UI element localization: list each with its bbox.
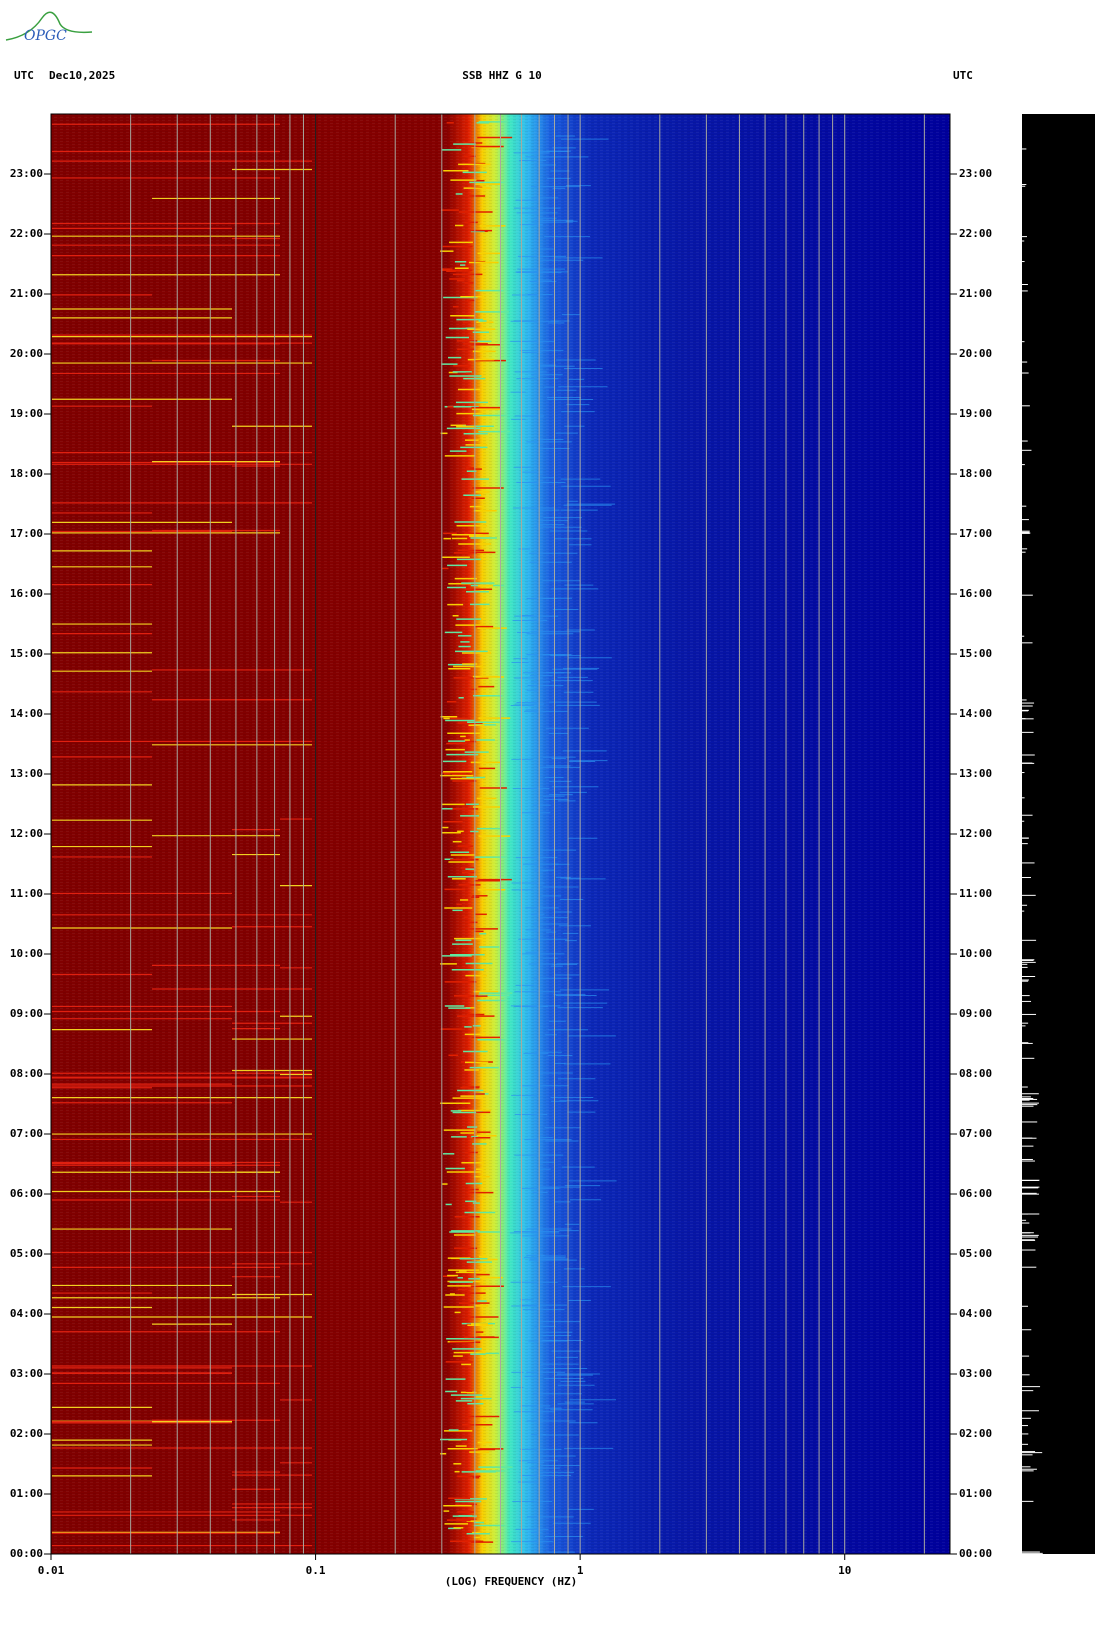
- x-axis-label: (LOG) FREQUENCY (HZ): [445, 1575, 577, 1588]
- header-station: SSB HHZ G 10: [462, 69, 541, 82]
- y-tick-label-left: 15:00: [10, 647, 43, 660]
- y-tick-label-right: 08:00: [959, 1067, 992, 1080]
- y-tick-label-right: 19:00: [959, 407, 992, 420]
- y-tick-label-right: 09:00: [959, 1007, 992, 1020]
- y-tick-label-right: 10:00: [959, 947, 992, 960]
- y-tick-label-left: 06:00: [10, 1187, 43, 1200]
- y-tick-label-right: 00:00: [959, 1547, 992, 1560]
- x-tick-label: 10: [838, 1564, 851, 1577]
- logo-swoosh: [5, 11, 93, 41]
- header-utc-left: UTC: [14, 69, 34, 82]
- y-tick-label-right: 22:00: [959, 227, 992, 240]
- y-tick-label-right: 15:00: [959, 647, 992, 660]
- y-tick-label-left: 20:00: [10, 347, 43, 360]
- y-tick-label-right: 01:00: [959, 1487, 992, 1500]
- x-tick-label: 0.01: [38, 1564, 65, 1577]
- y-tick-label-left: 14:00: [10, 707, 43, 720]
- amplitude-ticks: [1022, 148, 1043, 1554]
- y-tick-label-left: 19:00: [10, 407, 43, 420]
- y-tick-label-left: 17:00: [10, 527, 43, 540]
- y-tick-label-left: 08:00: [10, 1067, 43, 1080]
- y-tick-label-left: 04:00: [10, 1307, 43, 1320]
- y-tick-label-left: 03:00: [10, 1367, 43, 1380]
- y-tick-label-left: 09:00: [10, 1007, 43, 1020]
- y-tick-label-right: 23:00: [959, 167, 992, 180]
- y-tick-label-left: 07:00: [10, 1127, 43, 1140]
- y-tick-label-right: 12:00: [959, 827, 992, 840]
- y-tick-label-right: 21:00: [959, 287, 992, 300]
- y-tick-label-left: 05:00: [10, 1247, 43, 1260]
- amplitude-panel: [1022, 114, 1095, 1554]
- y-tick-label-left: 18:00: [10, 467, 43, 480]
- y-tick-label-right: 02:00: [959, 1427, 992, 1440]
- y-tick-label-right: 20:00: [959, 347, 992, 360]
- header-date: Dec10,2025: [49, 69, 115, 82]
- y-tick-label-right: 06:00: [959, 1187, 992, 1200]
- y-tick-label-left: 23:00: [10, 167, 43, 180]
- y-tick-label-left: 22:00: [10, 227, 43, 240]
- y-tick-label-right: 05:00: [959, 1247, 992, 1260]
- grid: [130, 114, 925, 1554]
- y-tick-label-left: 10:00: [10, 947, 43, 960]
- x-tick-label: 1: [577, 1564, 584, 1577]
- y-tick-label-left: 01:00: [10, 1487, 43, 1500]
- y-tick-label-left: 11:00: [10, 887, 43, 900]
- header-utc-right: UTC: [953, 69, 973, 82]
- logo: OPGC: [24, 28, 67, 44]
- y-tick-label-right: 04:00: [959, 1307, 992, 1320]
- y-tick-label-left: 13:00: [10, 767, 43, 780]
- y-tick-label-left: 02:00: [10, 1427, 43, 1440]
- y-tick-label-right: 13:00: [959, 767, 992, 780]
- y-tick-label-left: 16:00: [10, 587, 43, 600]
- y-tick-label-right: 07:00: [959, 1127, 992, 1140]
- x-tick-label: 0.1: [306, 1564, 326, 1577]
- y-tick-label-left: 12:00: [10, 827, 43, 840]
- y-tick-label-right: 16:00: [959, 587, 992, 600]
- y-tick-label-left: 00:00: [10, 1547, 43, 1560]
- y-tick-label-right: 18:00: [959, 467, 992, 480]
- y-tick-label-left: 21:00: [10, 287, 43, 300]
- y-tick-label-right: 11:00: [959, 887, 992, 900]
- y-tick-label-right: 17:00: [959, 527, 992, 540]
- y-tick-label-right: 14:00: [959, 707, 992, 720]
- y-tick-label-right: 03:00: [959, 1367, 992, 1380]
